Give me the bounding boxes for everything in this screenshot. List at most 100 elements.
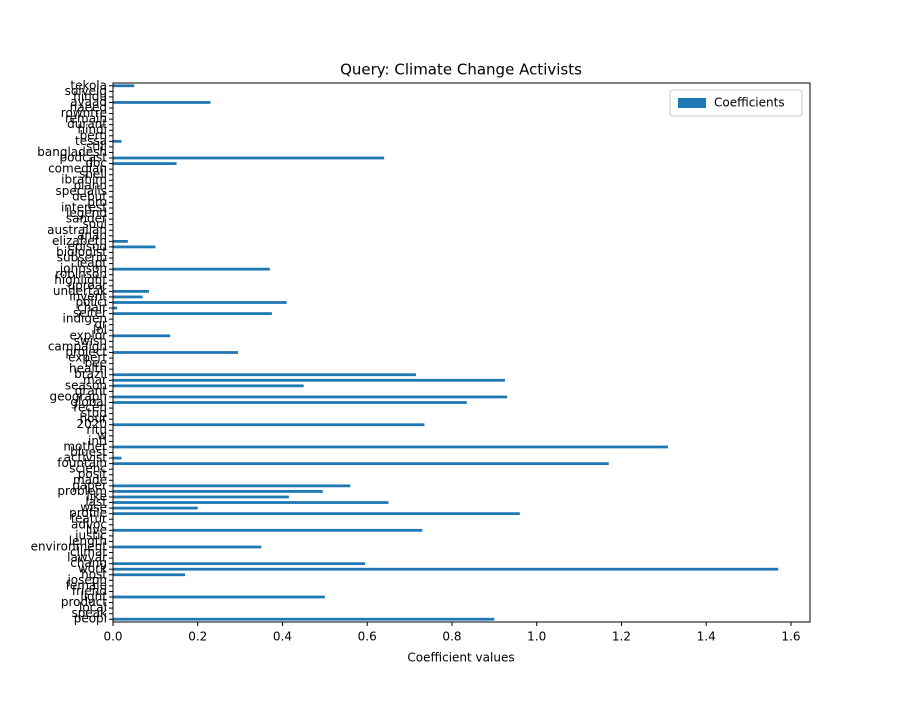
y-tick-label: pro bbox=[87, 195, 107, 209]
y-tick-label: solveig bbox=[65, 84, 107, 98]
bar bbox=[113, 384, 304, 388]
y-tick-label: elizabeth bbox=[52, 234, 107, 248]
y-tick-label: still bbox=[86, 139, 107, 153]
y-tick-label: invent bbox=[69, 289, 107, 303]
bar bbox=[113, 495, 289, 499]
y-tick-label: bern bbox=[80, 128, 107, 142]
x-tick-label: 0.8 bbox=[442, 630, 461, 644]
bar bbox=[113, 239, 128, 243]
x-tick-label: 1.6 bbox=[781, 630, 800, 644]
y-tick-label: activist bbox=[64, 451, 108, 465]
y-tick-label: leapt bbox=[77, 256, 108, 270]
bar bbox=[113, 378, 505, 382]
y-tick-label: campaign bbox=[48, 339, 107, 353]
bar bbox=[113, 501, 389, 504]
y-tick-label: local bbox=[79, 601, 107, 615]
y-tick-label: host bbox=[81, 567, 107, 581]
y-tick-label: length bbox=[69, 534, 107, 548]
legend-box bbox=[669, 89, 803, 117]
y-tick-label: soul bbox=[82, 217, 107, 231]
y-tick-label: doc bbox=[85, 156, 107, 170]
x-axis-label: Coefficient values bbox=[407, 651, 514, 665]
bar bbox=[113, 306, 118, 310]
bar bbox=[113, 401, 467, 404]
y-tick-label: sander bbox=[66, 212, 107, 226]
y-tick-label: season bbox=[65, 378, 107, 392]
bar bbox=[113, 490, 323, 493]
bar bbox=[113, 84, 135, 88]
y-tick-label: seiter bbox=[73, 306, 107, 320]
y-tick-label: product bbox=[61, 595, 107, 609]
y-tick-label: brazil bbox=[74, 367, 107, 381]
y-tick-label: paper bbox=[72, 478, 107, 492]
y-tick-label: mar bbox=[83, 373, 107, 387]
y-tick-label: health bbox=[69, 362, 107, 376]
y-tick-label: naeed bbox=[70, 101, 107, 115]
y-tick-label: chair bbox=[77, 301, 107, 315]
bar bbox=[113, 267, 270, 271]
y-tick-label: expert bbox=[68, 351, 107, 365]
y-tick-label: w bbox=[97, 428, 107, 442]
y-tick-label: ibrahim bbox=[61, 173, 107, 187]
bar bbox=[113, 528, 423, 532]
y-tick-label: scienc bbox=[69, 462, 107, 476]
y-tick-label: recen bbox=[73, 401, 107, 415]
y-tick-label: grant bbox=[75, 384, 108, 398]
y-tick-label: gr bbox=[94, 317, 107, 331]
bar bbox=[113, 567, 779, 571]
bar bbox=[113, 512, 520, 516]
bar bbox=[113, 101, 211, 104]
x-tick-label: 0.4 bbox=[273, 630, 292, 644]
y-tick-label: global bbox=[70, 395, 107, 409]
y-tick-label: hindi bbox=[78, 123, 108, 137]
y-tick-label: subscrib bbox=[57, 251, 107, 265]
y-tick-label: intl bbox=[88, 434, 107, 448]
y-tick-label: featur bbox=[71, 512, 107, 526]
bar bbox=[113, 484, 351, 488]
bar bbox=[113, 289, 150, 293]
y-tick-label: climat bbox=[70, 545, 107, 559]
y-tick-label: profile bbox=[69, 506, 107, 520]
y-tick-label: like bbox=[86, 489, 107, 503]
bar bbox=[113, 373, 416, 377]
y-tick-label: highlight bbox=[54, 273, 107, 287]
y-tick-label: anan bbox=[77, 228, 107, 242]
y-tick-label: bluest bbox=[70, 445, 107, 459]
y-tick-label: swish bbox=[74, 334, 107, 348]
bar bbox=[113, 506, 198, 510]
y-tick-label: justic bbox=[74, 528, 107, 542]
y-tick-label: polici bbox=[75, 295, 107, 309]
bar bbox=[113, 312, 272, 315]
bar bbox=[113, 351, 238, 354]
y-tick-label: undertak bbox=[53, 284, 107, 298]
bar bbox=[113, 162, 177, 165]
y-tick-label: explor bbox=[70, 328, 108, 342]
y-tick-label: mother bbox=[63, 439, 107, 453]
y-tick-label: ayaad bbox=[70, 95, 107, 109]
y-tick-label: fountain bbox=[57, 456, 107, 470]
y-tick-label: made bbox=[73, 473, 107, 487]
chart-title: Query: Climate Change Activists bbox=[340, 61, 582, 79]
bar bbox=[113, 617, 495, 621]
x-tick-label: 1.0 bbox=[527, 630, 546, 644]
bar bbox=[113, 573, 186, 577]
y-tick-label: indigen bbox=[63, 312, 108, 326]
bar bbox=[113, 562, 366, 566]
bar bbox=[113, 545, 262, 549]
bar bbox=[113, 456, 122, 460]
y-tick-label: biologist bbox=[56, 245, 107, 259]
legend-label: Coefficients bbox=[714, 96, 785, 110]
y-tick-label: durant bbox=[67, 117, 107, 131]
bar bbox=[113, 395, 508, 399]
x-tick-label: 0.6 bbox=[358, 630, 377, 644]
y-tick-label: work bbox=[78, 562, 107, 576]
y-tick-label: rowntre bbox=[61, 106, 107, 120]
y-tick-label: 2020 bbox=[76, 417, 107, 431]
x-tick-label: 0.2 bbox=[188, 630, 207, 644]
bar bbox=[113, 595, 325, 599]
y-tick-label: lol bbox=[93, 323, 107, 337]
y-tick-label: uproar bbox=[67, 278, 107, 292]
legend-swatch bbox=[678, 98, 706, 108]
y-tick-label: stud bbox=[81, 406, 107, 420]
